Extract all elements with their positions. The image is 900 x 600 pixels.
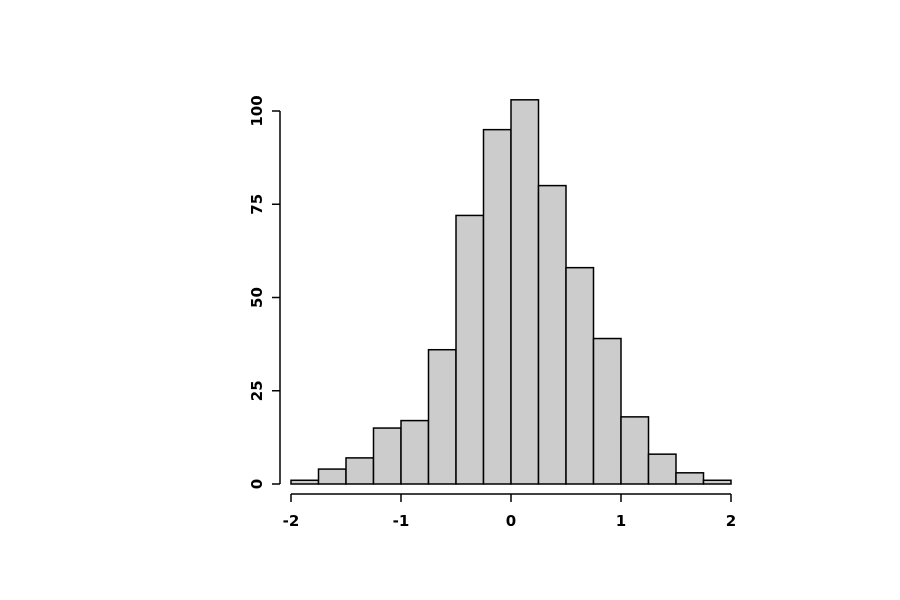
y-tick-label: 50 — [248, 287, 266, 308]
x-tick-label: 2 — [726, 512, 736, 530]
bar — [565, 266, 595, 485]
bar — [510, 99, 540, 485]
bar — [400, 419, 430, 485]
bar — [482, 128, 512, 485]
bar — [455, 214, 485, 485]
y-tick-label: 25 — [248, 380, 266, 401]
bar — [620, 416, 650, 485]
x-tick-label: -2 — [283, 512, 300, 530]
bar — [372, 427, 402, 485]
bar — [290, 479, 320, 485]
bar — [317, 468, 347, 485]
y-tick-label: 100 — [248, 95, 266, 126]
bar — [537, 184, 567, 485]
y-tick-label: 0 — [248, 479, 266, 489]
bar — [647, 453, 677, 485]
x-tick-label: 0 — [506, 512, 516, 530]
bar — [592, 337, 622, 485]
bar — [345, 457, 375, 485]
bar — [675, 472, 705, 485]
bar — [702, 479, 732, 485]
x-tick-label: -1 — [393, 512, 410, 530]
x-tick-label: 1 — [616, 512, 626, 530]
y-tick-label: 75 — [248, 194, 266, 215]
bar — [427, 348, 457, 485]
